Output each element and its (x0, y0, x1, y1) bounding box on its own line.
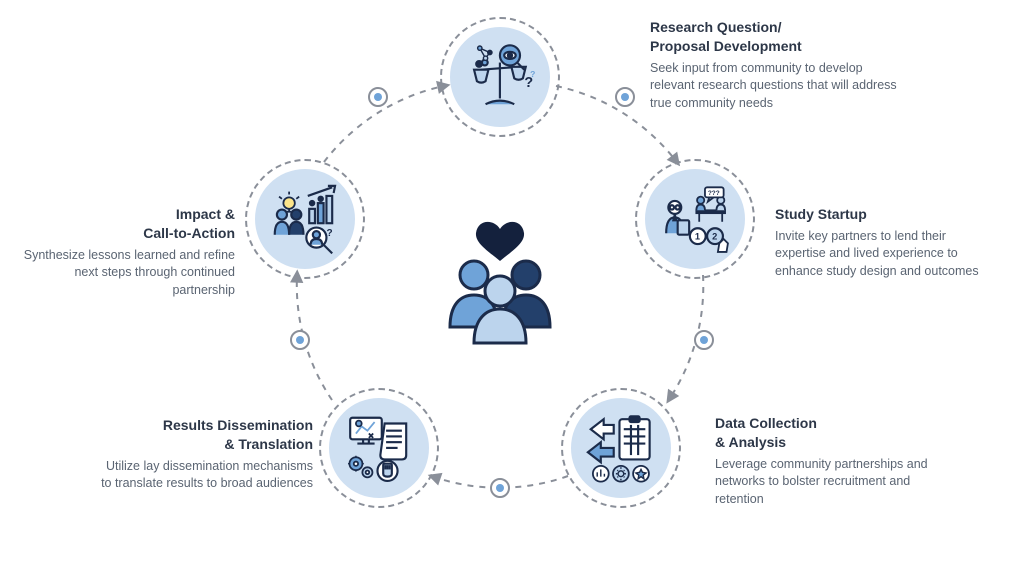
monitor-doc-gears-fist-icon (343, 412, 415, 484)
svg-text:1: 1 (695, 232, 700, 242)
bullet-startup-data (694, 330, 714, 350)
center-community-icon (440, 215, 560, 345)
svg-text:?: ? (530, 69, 535, 79)
label-results: Results Dissemination& Translation Utili… (98, 416, 313, 493)
desc-data: Leverage community partnerships and netw… (715, 456, 940, 509)
label-startup: Study Startup Invite key partners to len… (775, 205, 1000, 280)
node-impact: ? (245, 159, 365, 279)
bullet-impact-research (368, 87, 388, 107)
node-startup: ??? 1 2 (635, 159, 755, 279)
title-startup: Study Startup (775, 205, 1000, 224)
cycle-diagram: ? ? Research Question/Proposal Developme… (0, 0, 1024, 565)
clipboard-arrows-chart-icon (585, 412, 657, 484)
title-results: Results Dissemination& Translation (98, 416, 313, 454)
title-data: Data Collection& Analysis (715, 414, 940, 452)
node-data (561, 388, 681, 508)
idea-growth-search-icon: ? (269, 183, 341, 255)
partners-discuss-icon: ??? 1 2 (659, 183, 731, 255)
node-research: ? ? (440, 17, 560, 137)
svg-text:2: 2 (712, 232, 717, 242)
bullet-data-results (490, 478, 510, 498)
desc-research: Seek input from community to develop rel… (650, 60, 900, 113)
label-research: Research Question/Proposal Development S… (650, 18, 900, 112)
label-impact: Impact &Call-to-Action Synthesize lesson… (10, 205, 235, 299)
title-research: Research Question/Proposal Development (650, 18, 900, 56)
title-impact: Impact &Call-to-Action (10, 205, 235, 243)
label-data: Data Collection& Analysis Leverage commu… (715, 414, 940, 508)
svg-text:???: ??? (708, 190, 720, 197)
bullet-results-impact (290, 330, 310, 350)
desc-impact: Synthesize lessons learned and refine ne… (10, 247, 235, 300)
desc-results: Utilize lay dissemination mechanisms to … (98, 458, 313, 493)
scale-eye-questions-icon: ? ? (464, 41, 536, 113)
svg-text:?: ? (327, 228, 333, 239)
bullet-research-startup (615, 87, 635, 107)
node-results (319, 388, 439, 508)
desc-startup: Invite key partners to lend their expert… (775, 228, 1000, 281)
